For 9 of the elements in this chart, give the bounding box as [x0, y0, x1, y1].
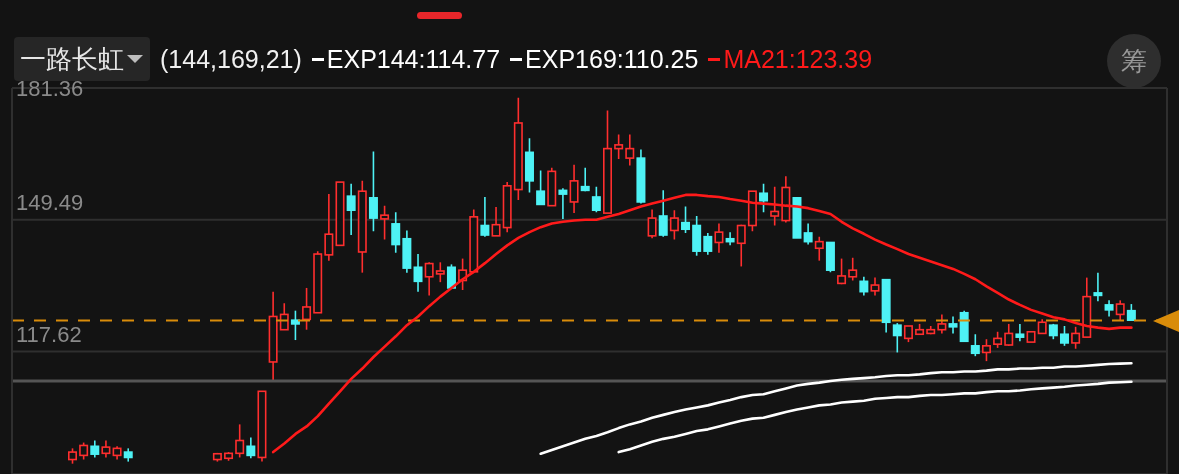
- y-tick-label: 117.62: [16, 321, 82, 347]
- legend-label: EXP144:114.77: [326, 44, 501, 74]
- legend-title: (144,169,21): [160, 44, 302, 74]
- chart-title: 一路长虹: [20, 42, 124, 76]
- text: 筹: [1107, 34, 1161, 88]
- y-tick-label: 181.36: [16, 76, 84, 101]
- y-tick-label: 149.49: [16, 189, 84, 215]
- legend-label: MA21:123.39: [723, 44, 873, 74]
- legend-label: EXP169:110.25: [525, 44, 699, 74]
